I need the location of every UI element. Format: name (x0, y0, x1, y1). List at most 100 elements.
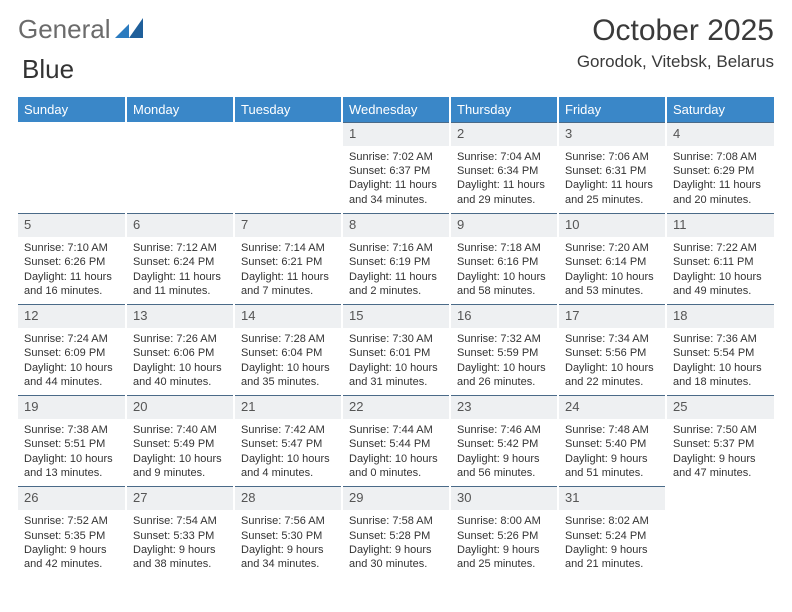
calendar-cell: . (234, 122, 342, 213)
calendar-table: SundayMondayTuesdayWednesdayThursdayFrid… (18, 97, 774, 577)
day-details: Sunrise: 7:32 AMSunset: 5:59 PMDaylight:… (451, 328, 557, 395)
day-number: 6 (127, 213, 233, 237)
calendar-cell: 15Sunrise: 7:30 AMSunset: 6:01 PMDayligh… (342, 304, 450, 395)
day-number: 11 (667, 213, 774, 237)
day-number: 8 (343, 213, 449, 237)
calendar-cell: 7Sunrise: 7:14 AMSunset: 6:21 PMDaylight… (234, 213, 342, 304)
day-number: 31 (559, 486, 665, 510)
day-number: 14 (235, 304, 341, 328)
month-title: October 2025 (577, 14, 774, 48)
calendar-cell: 14Sunrise: 7:28 AMSunset: 6:04 PMDayligh… (234, 304, 342, 395)
calendar-cell: 12Sunrise: 7:24 AMSunset: 6:09 PMDayligh… (18, 304, 126, 395)
calendar-cell: 3Sunrise: 7:06 AMSunset: 6:31 PMDaylight… (558, 122, 666, 213)
day-number: 21 (235, 395, 341, 419)
calendar-cell: 30Sunrise: 8:00 AMSunset: 5:26 PMDayligh… (450, 486, 558, 577)
day-details: Sunrise: 7:10 AMSunset: 6:26 PMDaylight:… (18, 237, 125, 304)
calendar-row: 26Sunrise: 7:52 AMSunset: 5:35 PMDayligh… (18, 486, 774, 577)
calendar-cell: 23Sunrise: 7:46 AMSunset: 5:42 PMDayligh… (450, 395, 558, 486)
day-details: Sunrise: 7:08 AMSunset: 6:29 PMDaylight:… (667, 146, 774, 213)
dayname-header: Tuesday (234, 97, 342, 122)
day-details: Sunrise: 7:16 AMSunset: 6:19 PMDaylight:… (343, 237, 449, 304)
day-number: 7 (235, 213, 341, 237)
calendar-cell: 29Sunrise: 7:58 AMSunset: 5:28 PMDayligh… (342, 486, 450, 577)
day-details: Sunrise: 7:28 AMSunset: 6:04 PMDaylight:… (235, 328, 341, 395)
dayname-header: Thursday (450, 97, 558, 122)
calendar-cell: 16Sunrise: 7:32 AMSunset: 5:59 PMDayligh… (450, 304, 558, 395)
calendar-cell: 31Sunrise: 8:02 AMSunset: 5:24 PMDayligh… (558, 486, 666, 577)
day-number: 23 (451, 395, 557, 419)
day-number: 25 (667, 395, 774, 419)
day-details: Sunrise: 7:22 AMSunset: 6:11 PMDaylight:… (667, 237, 774, 304)
calendar-cell: 21Sunrise: 7:42 AMSunset: 5:47 PMDayligh… (234, 395, 342, 486)
calendar-cell: 5Sunrise: 7:10 AMSunset: 6:26 PMDaylight… (18, 213, 126, 304)
calendar-cell: 28Sunrise: 7:56 AMSunset: 5:30 PMDayligh… (234, 486, 342, 577)
calendar-cell: 25Sunrise: 7:50 AMSunset: 5:37 PMDayligh… (666, 395, 774, 486)
day-number: 19 (18, 395, 125, 419)
day-number: 9 (451, 213, 557, 237)
day-details: Sunrise: 7:38 AMSunset: 5:51 PMDaylight:… (18, 419, 125, 486)
day-details: Sunrise: 8:02 AMSunset: 5:24 PMDaylight:… (559, 510, 665, 577)
calendar-cell: 4Sunrise: 7:08 AMSunset: 6:29 PMDaylight… (666, 122, 774, 213)
day-details: Sunrise: 7:58 AMSunset: 5:28 PMDaylight:… (343, 510, 449, 577)
day-details: Sunrise: 7:40 AMSunset: 5:49 PMDaylight:… (127, 419, 233, 486)
day-number: 2 (451, 122, 557, 146)
day-number: 1 (343, 122, 449, 146)
dayname-header: Friday (558, 97, 666, 122)
day-number: 18 (667, 304, 774, 328)
calendar-row: 5Sunrise: 7:10 AMSunset: 6:26 PMDaylight… (18, 213, 774, 304)
dayname-header: Saturday (666, 97, 774, 122)
calendar-cell: . (126, 122, 234, 213)
day-details: Sunrise: 7:04 AMSunset: 6:34 PMDaylight:… (451, 146, 557, 213)
calendar-cell: . (666, 486, 774, 577)
day-details: Sunrise: 7:36 AMSunset: 5:54 PMDaylight:… (667, 328, 774, 395)
day-number: 15 (343, 304, 449, 328)
title-block: October 2025 Gorodok, Vitebsk, Belarus (577, 14, 774, 72)
calendar-cell: 27Sunrise: 7:54 AMSunset: 5:33 PMDayligh… (126, 486, 234, 577)
calendar-cell: 8Sunrise: 7:16 AMSunset: 6:19 PMDaylight… (342, 213, 450, 304)
logo-text-2: Blue (22, 54, 74, 84)
calendar-cell: . (18, 122, 126, 213)
calendar-cell: 17Sunrise: 7:34 AMSunset: 5:56 PMDayligh… (558, 304, 666, 395)
logo: General (18, 14, 143, 45)
day-number: 28 (235, 486, 341, 510)
day-details: Sunrise: 7:12 AMSunset: 6:24 PMDaylight:… (127, 237, 233, 304)
calendar-head: SundayMondayTuesdayWednesdayThursdayFrid… (18, 97, 774, 122)
day-number: 13 (127, 304, 233, 328)
logo-text-1: General (18, 14, 111, 45)
day-number: 4 (667, 122, 774, 146)
calendar-cell: 6Sunrise: 7:12 AMSunset: 6:24 PMDaylight… (126, 213, 234, 304)
calendar-row: ...1Sunrise: 7:02 AMSunset: 6:37 PMDayli… (18, 122, 774, 213)
day-details: Sunrise: 7:30 AMSunset: 6:01 PMDaylight:… (343, 328, 449, 395)
calendar-cell: 9Sunrise: 7:18 AMSunset: 6:16 PMDaylight… (450, 213, 558, 304)
calendar-cell: 2Sunrise: 7:04 AMSunset: 6:34 PMDaylight… (450, 122, 558, 213)
calendar-cell: 19Sunrise: 7:38 AMSunset: 5:51 PMDayligh… (18, 395, 126, 486)
calendar-cell: 22Sunrise: 7:44 AMSunset: 5:44 PMDayligh… (342, 395, 450, 486)
calendar-cell: 13Sunrise: 7:26 AMSunset: 6:06 PMDayligh… (126, 304, 234, 395)
calendar-cell: 18Sunrise: 7:36 AMSunset: 5:54 PMDayligh… (666, 304, 774, 395)
day-number: 26 (18, 486, 125, 510)
day-details: Sunrise: 7:56 AMSunset: 5:30 PMDaylight:… (235, 510, 341, 577)
logo-icon (111, 14, 143, 45)
page: General October 2025 Gorodok, Vitebsk, B… (0, 0, 792, 577)
calendar-body: ...1Sunrise: 7:02 AMSunset: 6:37 PMDayli… (18, 122, 774, 577)
day-number: 20 (127, 395, 233, 419)
day-number: 22 (343, 395, 449, 419)
calendar-cell: 11Sunrise: 7:22 AMSunset: 6:11 PMDayligh… (666, 213, 774, 304)
dayname-header: Sunday (18, 97, 126, 122)
dayname-header: Monday (126, 97, 234, 122)
calendar-cell: 24Sunrise: 7:48 AMSunset: 5:40 PMDayligh… (558, 395, 666, 486)
day-details: Sunrise: 7:06 AMSunset: 6:31 PMDaylight:… (559, 146, 665, 213)
day-number: 30 (451, 486, 557, 510)
calendar-cell: 20Sunrise: 7:40 AMSunset: 5:49 PMDayligh… (126, 395, 234, 486)
day-number: 12 (18, 304, 125, 328)
day-details: Sunrise: 7:52 AMSunset: 5:35 PMDaylight:… (18, 510, 125, 577)
calendar-cell: 10Sunrise: 7:20 AMSunset: 6:14 PMDayligh… (558, 213, 666, 304)
day-details: Sunrise: 7:48 AMSunset: 5:40 PMDaylight:… (559, 419, 665, 486)
day-details: Sunrise: 7:44 AMSunset: 5:44 PMDaylight:… (343, 419, 449, 486)
day-details: Sunrise: 7:46 AMSunset: 5:42 PMDaylight:… (451, 419, 557, 486)
calendar-row: 12Sunrise: 7:24 AMSunset: 6:09 PMDayligh… (18, 304, 774, 395)
day-number: 27 (127, 486, 233, 510)
day-details: Sunrise: 7:50 AMSunset: 5:37 PMDaylight:… (667, 419, 774, 486)
day-number: 3 (559, 122, 665, 146)
day-details: Sunrise: 8:00 AMSunset: 5:26 PMDaylight:… (451, 510, 557, 577)
